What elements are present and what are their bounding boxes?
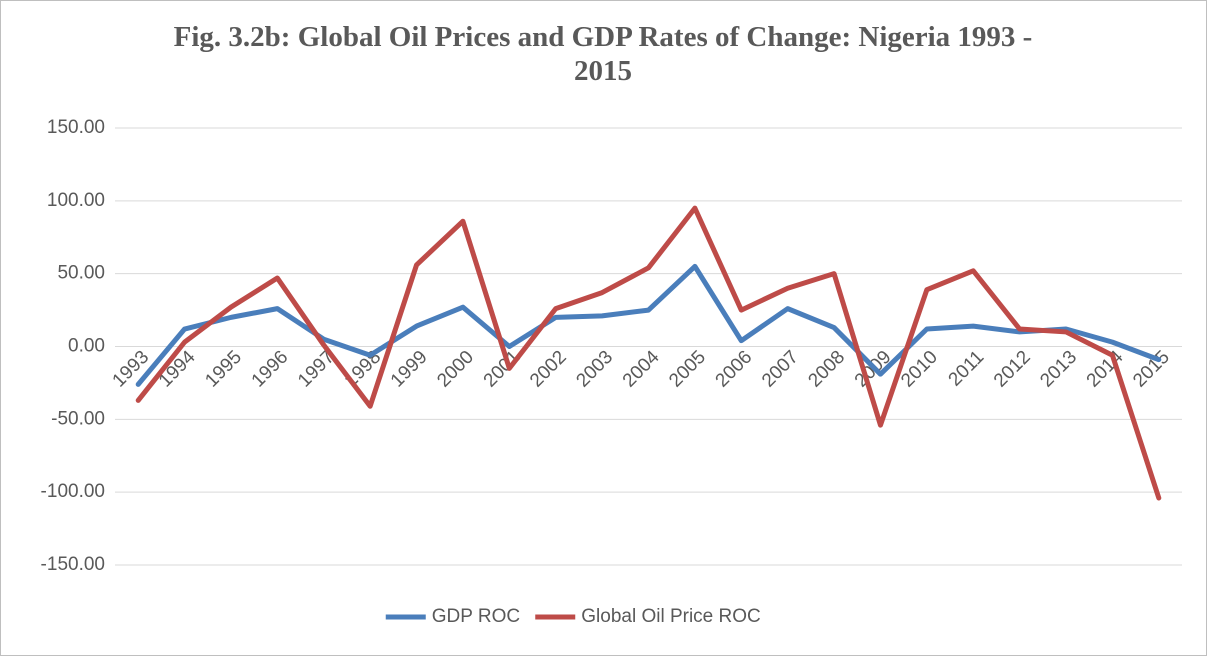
y-tick-label: 0.00 — [68, 336, 105, 357]
chart-title: Fig. 3.2b: Global Oil Prices and GDP Rat… — [173, 21, 1033, 87]
y-tick-label: -100.00 — [41, 481, 105, 502]
y-tick-label: -50.00 — [51, 408, 105, 429]
y-tick-label: 50.00 — [57, 263, 105, 284]
y-tick-label: 150.00 — [47, 117, 105, 138]
y-tick-label: 100.00 — [47, 190, 105, 211]
series-line — [135, 205, 1162, 501]
y-tick-label: -150.00 — [41, 554, 105, 575]
series-line — [135, 263, 1162, 387]
legend-label: GDP ROC — [432, 606, 520, 627]
legend-label: Global Oil Price ROC — [581, 606, 761, 627]
